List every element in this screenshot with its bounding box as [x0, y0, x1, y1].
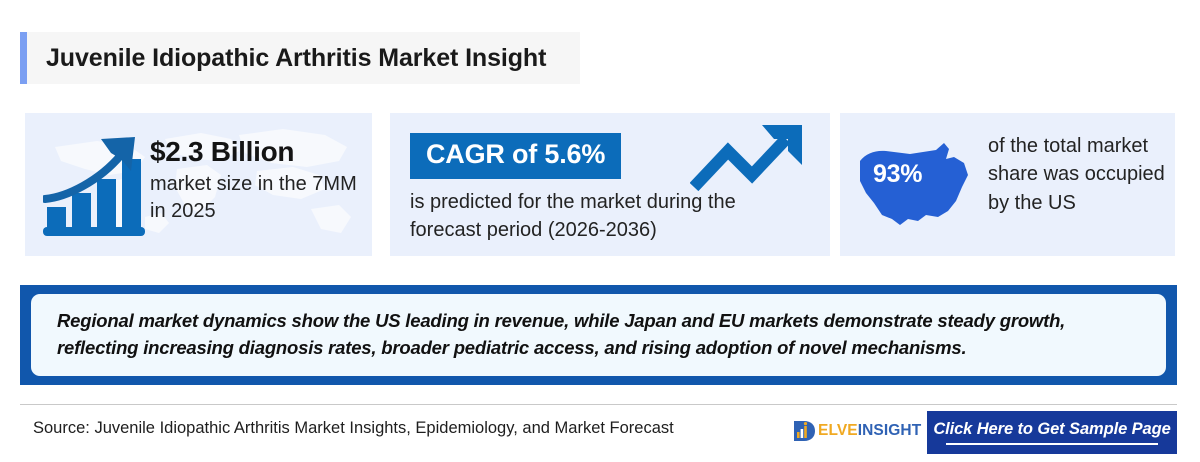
us-share-percent: 93% [873, 160, 923, 188]
insight-callout-text: Regional market dynamics show the US lea… [57, 310, 1066, 358]
stat-card-us-share: 93% of the total market share was occupi… [840, 113, 1175, 256]
get-sample-page-button[interactable]: Click Here to Get Sample Page [927, 411, 1177, 454]
title-accent-bar [20, 32, 27, 84]
us-map-icon [860, 143, 968, 225]
insight-callout-inner: Regional market dynamics show the US lea… [31, 294, 1166, 376]
cagr-value: CAGR of 5.6% [426, 139, 606, 169]
page-title-bar: Juvenile Idiopathic Arthritis Market Ins… [20, 32, 580, 84]
us-share-description: of the total market share was occupied b… [988, 135, 1165, 214]
delveinsight-logo[interactable]: ELVEINSIGHT [793, 417, 921, 445]
stat-card-cagr: CAGR of 5.6% is predicted for the market… [390, 113, 830, 256]
logo-word-delve: ELVE [818, 422, 858, 440]
insight-callout-box: Regional market dynamics show the US lea… [20, 285, 1177, 385]
cta-label: Click Here to Get Sample Page [933, 420, 1171, 439]
bar-chart-growth-arrow-icon [43, 137, 145, 236]
cagr-banner: CAGR of 5.6% [410, 133, 622, 179]
cta-underline [946, 443, 1158, 445]
trending-up-arrow-icon [690, 125, 802, 192]
cagr-description: is predicted for the market during the f… [410, 191, 736, 241]
footer-divider [20, 404, 1177, 405]
logo-wordmark: ELVEINSIGHT [818, 423, 921, 439]
source-text: Source: Juvenile Idiopathic Arthritis Ma… [33, 419, 674, 437]
stat-card-market-size: $2.3 Billion market size in the 7MM in 2… [25, 113, 372, 256]
logo-word-insight: INSIGHT [857, 422, 922, 440]
market-size-value: $2.3 Billion [150, 136, 295, 167]
delveinsight-logo-icon [794, 421, 815, 441]
market-size-description: market size in the 7MM in 2025 [150, 173, 357, 222]
page-title: Juvenile Idiopathic Arthritis Market Ins… [46, 43, 547, 72]
